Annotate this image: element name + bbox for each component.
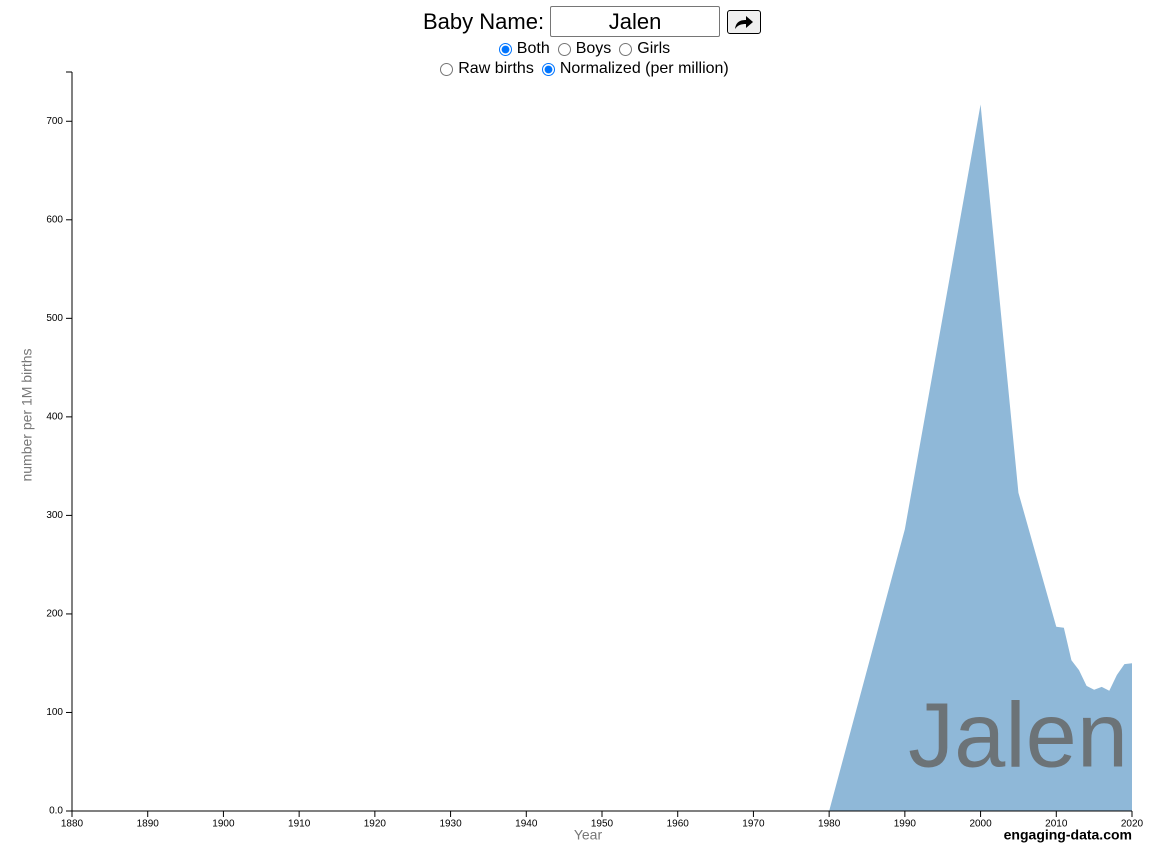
x-tick-label: 2000 [969,819,992,830]
x-tick-label: 1940 [515,819,538,830]
y-tick-label: 300 [46,510,63,521]
radio-option[interactable]: Boys [557,40,612,58]
submit-button[interactable] [727,9,762,34]
x-tick-label: 1920 [364,819,387,830]
x-axis-label: Year [574,827,603,843]
y-tick-label: 400 [46,412,63,423]
x-tick-label: 1990 [894,819,917,830]
y-tick-label: 700 [46,116,63,127]
x-tick-label: 1960 [667,819,690,830]
mode-radios: Raw births Normalized (per million) [0,60,1169,78]
sex-radios: Both Boys Girls [0,40,1169,58]
name-input[interactable]: Jalen [550,6,721,37]
x-tick-label: 2010 [1045,819,1068,830]
radio-button[interactable] [440,62,454,76]
y-tick-label: 200 [46,609,63,620]
radio-button[interactable] [498,42,512,56]
x-tick-label: 1910 [288,819,311,830]
share-icon [735,15,754,29]
name-label: Baby Name: [423,8,545,34]
y-tick-label: 0.0 [49,806,63,817]
name-watermark: Jalen [908,684,1128,786]
radio-label: Both [516,40,550,57]
radio-button[interactable] [557,42,571,56]
x-tick-label: 1900 [212,819,235,830]
y-axis-label: number per 1M births [19,348,35,481]
x-tick-label: 1980 [818,819,841,830]
y-tick-label: 600 [46,214,63,225]
footer: engaging-data.com [1004,827,1132,843]
radio-button[interactable] [619,42,633,56]
x-tick-label: 1880 [61,819,84,830]
x-tick-label: 1970 [742,819,765,830]
area [829,104,1132,812]
radio-option[interactable]: Girls [619,40,670,58]
radio-label: Girls [637,40,671,57]
radio-button[interactable] [541,62,555,76]
x-tick-label: 1930 [439,819,462,830]
x-tick-label: 1890 [137,819,160,830]
y-tick-label: 500 [46,313,63,324]
radio-label: Boys [575,40,612,57]
x-tick-label: 1950 [591,819,614,830]
radio-option[interactable]: Raw births [440,60,534,78]
radio-option[interactable]: Normalized (per million) [541,60,729,78]
name-row: Baby Name: Jalen [423,6,762,37]
x-tick-label: 2020 [1121,819,1144,830]
radio-label: Raw births [458,60,534,77]
radio-label: Normalized (per million) [559,60,729,77]
y-tick-label: 100 [46,707,63,718]
radio-option[interactable]: Both [498,40,550,58]
